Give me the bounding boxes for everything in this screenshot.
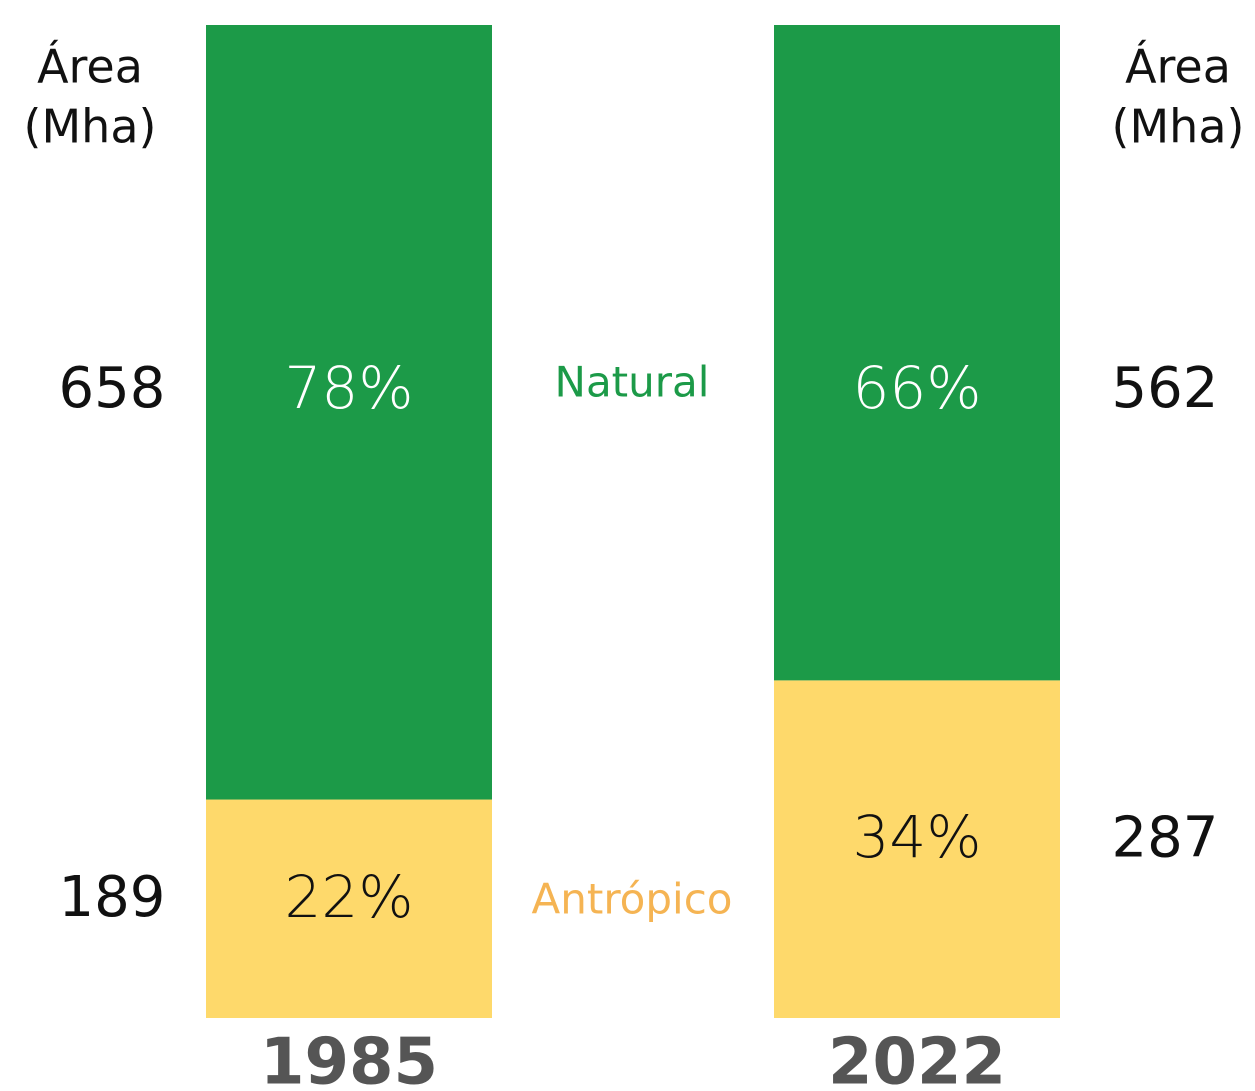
- area-axis-label: (Mha): [1112, 100, 1245, 154]
- value-label: 66%: [853, 354, 982, 422]
- area-value: 562: [1112, 356, 1219, 421]
- area-axis-label: Área: [37, 40, 143, 94]
- value-label: 22%: [285, 863, 414, 931]
- value-label: 34%: [853, 803, 982, 871]
- legend-entry: Antrópico: [532, 875, 733, 924]
- area-value: 189: [59, 865, 166, 930]
- bar-segment: [774, 680, 1060, 1018]
- bar-segment: [206, 25, 492, 800]
- value-label: 78%: [285, 354, 414, 422]
- bar-segment: [206, 799, 492, 1018]
- area-axis-label: Área: [1125, 40, 1231, 94]
- legend-entry: Natural: [555, 358, 710, 407]
- category-label: 1985: [260, 1026, 438, 1091]
- area-value: 658: [59, 356, 166, 421]
- category-label: 2022: [828, 1026, 1006, 1091]
- area-value: 287: [1112, 805, 1219, 870]
- bar-segment: [774, 25, 1060, 681]
- area-axis-label: (Mha): [24, 100, 157, 154]
